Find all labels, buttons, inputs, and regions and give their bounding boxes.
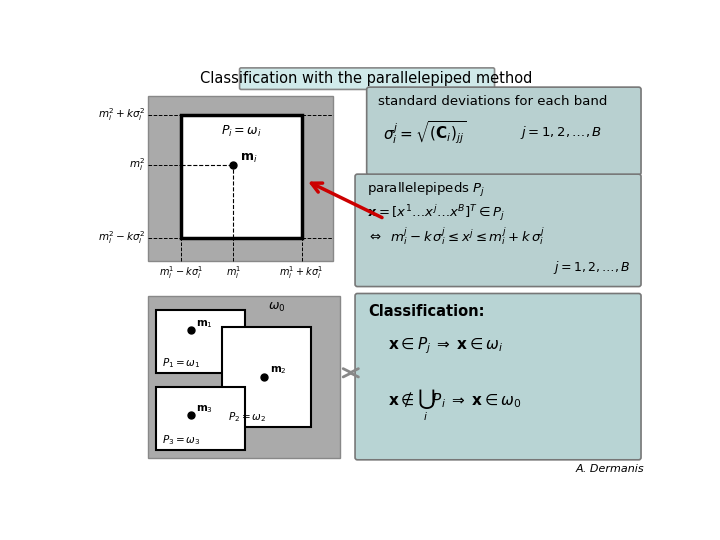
- Text: $j = 1, 2, \ldots, B$: $j = 1, 2, \ldots, B$: [520, 124, 603, 141]
- Text: A. Dermanis: A. Dermanis: [575, 464, 644, 475]
- Text: $\mathbf{m}_2$: $\mathbf{m}_2$: [270, 364, 287, 376]
- Text: $m_i^2 - k\sigma_i^2$: $m_i^2 - k\sigma_i^2$: [98, 230, 145, 246]
- FancyBboxPatch shape: [355, 174, 641, 287]
- Text: $\sigma_i^j = \sqrt{(\mathbf{C}_i)_{jj}}$: $\sigma_i^j = \sqrt{(\mathbf{C}_i)_{jj}}…: [383, 119, 467, 146]
- Text: $m_i^1$: $m_i^1$: [225, 264, 241, 281]
- Bar: [156, 387, 245, 450]
- Text: $\mathbf{x} = [x^1 \ldots x^j \ldots x^B]^T \in P_j$: $\mathbf{x} = [x^1 \ldots x^j \ldots x^B…: [366, 202, 505, 222]
- Text: $\mathbf{m}_3$: $\mathbf{m}_3$: [196, 403, 213, 415]
- Text: $m_i^2 + k\sigma_i^2$: $m_i^2 + k\sigma_i^2$: [98, 106, 145, 123]
- Text: $\mathbf{m}_i$: $\mathbf{m}_i$: [240, 152, 257, 165]
- Text: parallelepipeds $P_j$: parallelepipeds $P_j$: [366, 181, 485, 199]
- Text: $\mathbf{m}_1$: $\mathbf{m}_1$: [196, 319, 213, 330]
- FancyBboxPatch shape: [355, 294, 641, 460]
- Text: $j = 1, 2, \ldots, B$: $j = 1, 2, \ldots, B$: [553, 259, 631, 276]
- Text: $m_i^1 - k\sigma_i^1$: $m_i^1 - k\sigma_i^1$: [159, 264, 204, 281]
- Bar: [156, 309, 245, 373]
- Text: $P_2 = \omega_2$: $P_2 = \omega_2$: [228, 410, 266, 424]
- Text: $\mathbf{x} \in P_j \;\Rightarrow\; \mathbf{x} \in \omega_i$: $\mathbf{x} \in P_j \;\Rightarrow\; \mat…: [388, 335, 504, 356]
- Bar: [148, 96, 333, 261]
- FancyBboxPatch shape: [366, 87, 641, 175]
- FancyBboxPatch shape: [240, 68, 495, 90]
- Bar: [181, 115, 302, 238]
- Bar: [148, 296, 341, 457]
- Text: $\mathbf{x} \notin \bigcup_i P_i \;\Rightarrow\; \mathbf{x} \in \omega_0$: $\mathbf{x} \notin \bigcup_i P_i \;\Righ…: [388, 388, 522, 423]
- Text: Classification:: Classification:: [368, 303, 485, 319]
- Text: $P_1 = \omega_1$: $P_1 = \omega_1$: [162, 356, 201, 370]
- Text: $m_i^1 + k\sigma_i^1$: $m_i^1 + k\sigma_i^1$: [279, 264, 324, 281]
- Text: $m_i^2$: $m_i^2$: [129, 157, 145, 173]
- Bar: [222, 327, 311, 427]
- Text: $P_3 = \omega_3$: $P_3 = \omega_3$: [162, 434, 201, 448]
- Text: $\omega_0$: $\omega_0$: [269, 301, 286, 314]
- Text: $P_i = \omega_i$: $P_i = \omega_i$: [221, 124, 262, 139]
- Text: standard deviations for each band: standard deviations for each band: [378, 95, 608, 108]
- Text: Classification with the parallelepiped method: Classification with the parallelepiped m…: [200, 71, 533, 86]
- Text: $\Leftrightarrow \;\; m_i^j - k\,\sigma_i^j \leq x^j \leq m_i^j + k\,\sigma_i^j$: $\Leftrightarrow \;\; m_i^j - k\,\sigma_…: [366, 226, 544, 247]
